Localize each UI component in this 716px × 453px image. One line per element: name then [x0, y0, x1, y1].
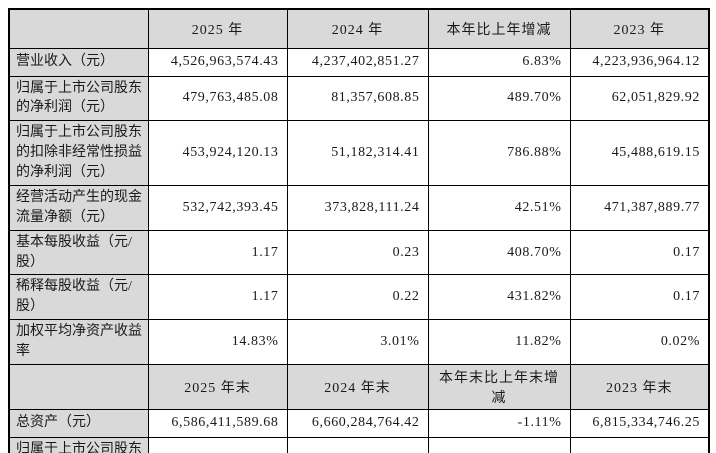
table-row-net-assets: 归属于上市公司股东的净资产（元） 3,960,857,486.48 2,642,…: [8, 436, 710, 453]
row-label: 归属于上市公司股东的净资产（元）: [8, 436, 149, 453]
row-label: 归属于上市公司股东的净利润（元）: [8, 75, 149, 122]
value-cell-2024: 3.01%: [286, 319, 429, 365]
value-cell-2024: 373,828,111.24: [286, 184, 429, 231]
value-cell-2023: 0.02%: [569, 319, 710, 365]
value-cell-2023: 45,488,619.15: [569, 120, 710, 186]
value-cell-2025-end: 3,960,857,486.48: [147, 436, 288, 453]
row-label: 稀释每股收益（元/股）: [8, 274, 149, 321]
value-cell-2023-end: 2,773,342,822.67: [569, 436, 710, 453]
value-cell-end-change: 49.87%: [427, 436, 571, 453]
value-cell-change: 489.70%: [427, 75, 571, 122]
row-label: 加权平均净资产收益率: [8, 319, 149, 365]
table-row-weighted-avg-roe: 加权平均净资产收益率 14.83% 3.01% 11.82% 0.02%: [8, 319, 710, 365]
value-cell-2023: 62,051,829.92: [569, 75, 710, 122]
value-cell-2025: 479,763,485.08: [147, 75, 288, 122]
value-cell-change: 42.51%: [427, 184, 571, 231]
header-2023-end: 2023 年末: [569, 363, 710, 410]
table-row-net-profit-excl-nonrecurring: 归属于上市公司股东的扣除非经常性损益的净利润（元） 453,924,120.13…: [8, 120, 710, 186]
value-cell-2023: 0.17: [569, 229, 710, 276]
annual-header-row: 2025 年 2024 年 本年比上年增减 2023 年: [8, 8, 710, 49]
value-cell-end-change: -1.11%: [427, 408, 571, 438]
header-2024: 2024 年: [286, 8, 429, 49]
value-cell-change: 408.70%: [427, 229, 571, 276]
row-label: 经营活动产生的现金流量净额（元）: [8, 184, 149, 231]
value-cell-2023: 4,223,936,964.12: [569, 47, 710, 77]
value-cell-change: 786.88%: [427, 120, 571, 186]
value-cell-change: 431.82%: [427, 274, 571, 321]
table-row-diluted-eps: 稀释每股收益（元/股） 1.17 0.22 431.82% 0.17: [8, 274, 710, 321]
value-cell-2024: 0.23: [286, 229, 429, 276]
value-cell-2023-end: 6,815,334,746.25: [569, 408, 710, 438]
value-cell-2025-end: 6,586,411,589.68: [147, 408, 288, 438]
value-cell-2025: 4,526,963,574.43: [147, 47, 288, 77]
header-end-change: 本年末比上年末增减: [427, 363, 571, 410]
row-label: 基本每股收益（元/股）: [8, 229, 149, 276]
value-cell-2024: 4,237,402,851.27: [286, 47, 429, 77]
value-cell-2023: 0.17: [569, 274, 710, 321]
row-label: 总资产（元）: [8, 408, 149, 438]
value-cell-change: 6.83%: [427, 47, 571, 77]
corner-cell: [8, 363, 149, 410]
table-row-basic-eps: 基本每股收益（元/股） 1.17 0.23 408.70% 0.17: [8, 229, 710, 276]
header-2025: 2025 年: [147, 8, 288, 49]
financial-comparison-table: 2025 年 2024 年 本年比上年增减 2023 年 营业收入（元） 4,5…: [8, 8, 710, 453]
table-row-net-profit: 归属于上市公司股东的净利润（元） 479,763,485.08 81,357,6…: [8, 75, 710, 122]
period-end-header-row: 2025 年末 2024 年末 本年末比上年末增减 2023 年末: [8, 363, 710, 410]
value-cell-2024-end: 6,660,284,764.42: [286, 408, 429, 438]
value-cell-2025: 532,742,393.45: [147, 184, 288, 231]
row-label: 营业收入（元）: [8, 47, 149, 77]
value-cell-2025: 14.83%: [147, 319, 288, 365]
table-row-operating-cash-flow: 经营活动产生的现金流量净额（元） 532,742,393.45 373,828,…: [8, 184, 710, 231]
value-cell-2025: 1.17: [147, 229, 288, 276]
value-cell-2024: 81,357,608.85: [286, 75, 429, 122]
header-yoy-change: 本年比上年增减: [427, 8, 571, 49]
value-cell-2023: 471,387,889.77: [569, 184, 710, 231]
header-2024-end: 2024 年末: [286, 363, 429, 410]
table-row-total-assets: 总资产（元） 6,586,411,589.68 6,660,284,764.42…: [8, 408, 710, 438]
header-2023: 2023 年: [569, 8, 710, 49]
table-row-revenue: 营业收入（元） 4,526,963,574.43 4,237,402,851.2…: [8, 47, 710, 77]
value-cell-2024-end: 2,642,805,549.03: [286, 436, 429, 453]
value-cell-2024: 0.22: [286, 274, 429, 321]
value-cell-change: 11.82%: [427, 319, 571, 365]
corner-cell: [8, 8, 149, 49]
row-label: 归属于上市公司股东的扣除非经常性损益的净利润（元）: [8, 120, 149, 186]
value-cell-2025: 1.17: [147, 274, 288, 321]
value-cell-2025: 453,924,120.13: [147, 120, 288, 186]
header-2025-end: 2025 年末: [147, 363, 288, 410]
value-cell-2024: 51,182,314.41: [286, 120, 429, 186]
